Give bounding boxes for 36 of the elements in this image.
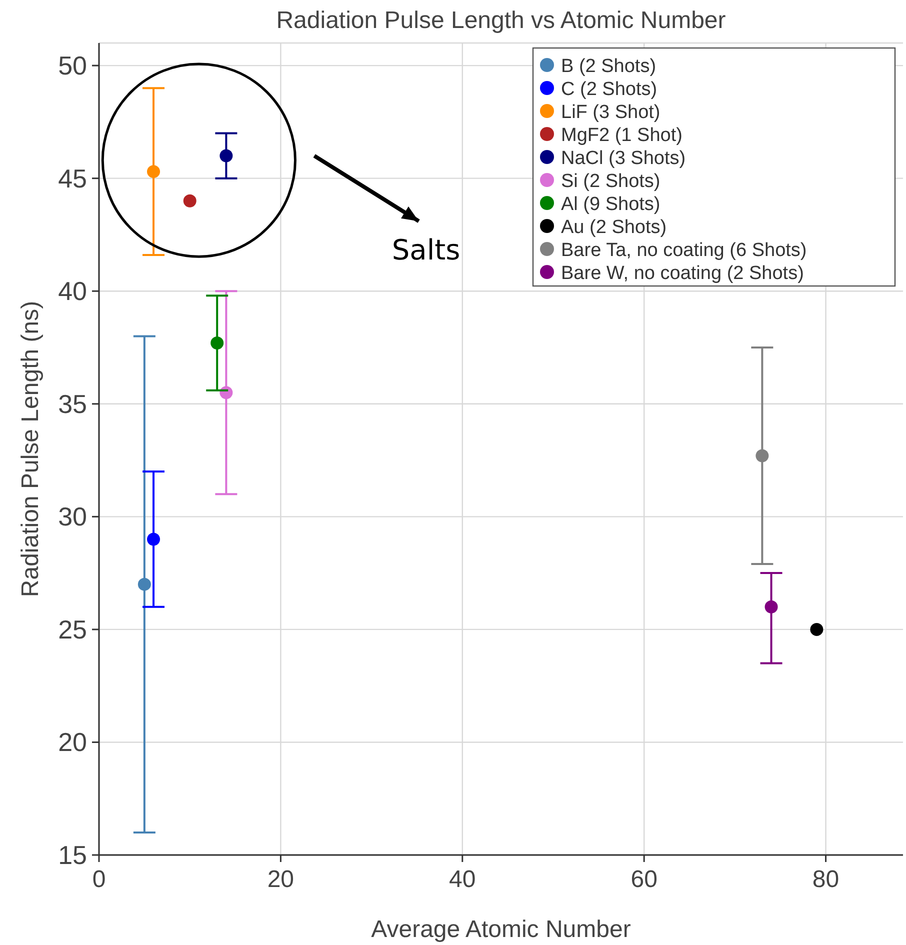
legend-label: LiF (3 Shot)	[561, 102, 660, 123]
x-tick-label: 80	[812, 866, 840, 893]
point	[220, 149, 233, 162]
legend-label: B (2 Shots)	[561, 56, 656, 77]
legend-label: NaCl (3 Shots)	[561, 148, 686, 169]
y-tick-label: 50	[58, 50, 87, 81]
point	[147, 532, 160, 546]
legend-label: MgF2 (1 Shot)	[561, 125, 682, 146]
y-tick-label: 15	[58, 840, 87, 870]
y-tick-label: 40	[58, 276, 87, 306]
legend-label: Au (2 Shots)	[561, 217, 667, 238]
x-tick-label: 20	[267, 866, 294, 893]
point	[183, 194, 196, 208]
x-tick-label: 0	[92, 866, 106, 893]
y-tick-label: 35	[58, 388, 87, 419]
y-tick-label: 30	[58, 502, 87, 532]
x-tick-label: 60	[630, 866, 658, 893]
y-tick-label: 25	[58, 614, 87, 644]
y-tick-label: 20	[58, 727, 87, 758]
legend-label: C (2 Shots)	[561, 79, 658, 100]
annotation: Salts	[392, 234, 460, 267]
point	[764, 600, 778, 614]
chart-title: Radiation Pulse Length vs Atomic Number	[276, 7, 726, 34]
x-tick-label: 40	[449, 866, 476, 893]
y-axis-title: Radiation Pulse Length (ns)	[17, 300, 44, 598]
legend-label: Bare W, no coating (2 Shots)	[561, 263, 804, 284]
point	[210, 336, 224, 350]
x-axis-title: Average Atomic Number	[371, 916, 631, 943]
legend-label: Si (2 Shots)	[561, 171, 660, 192]
point	[147, 165, 160, 178]
point	[138, 578, 151, 591]
point	[756, 449, 769, 462]
point	[810, 622, 824, 636]
legend-label: Al (9 Shots)	[561, 194, 660, 215]
legend-label: Bare Ta, no coating (6 Shots)	[561, 240, 807, 261]
y-tick-label: 45	[58, 163, 87, 194]
